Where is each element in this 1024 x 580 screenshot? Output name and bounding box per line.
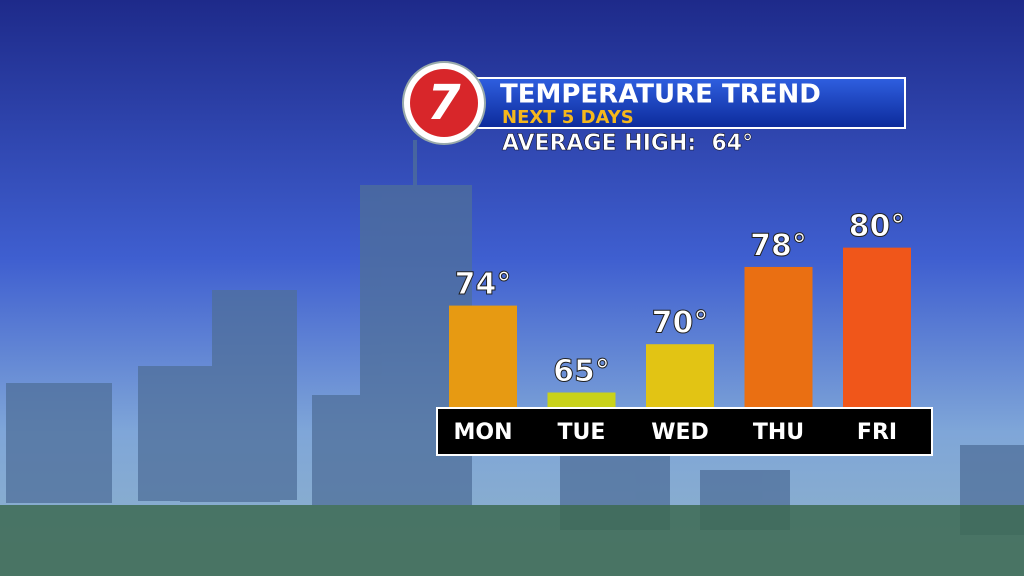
bar: [547, 392, 616, 407]
bar: [646, 344, 714, 407]
bar: [843, 247, 911, 407]
value-label: 70°: [652, 306, 709, 341]
value-label: 80°: [849, 209, 906, 244]
value-label: 65°: [553, 354, 610, 389]
x-tick-label: THU: [753, 420, 804, 445]
bar: [449, 305, 517, 407]
chart-subtitle: NEXT 5 DAYS: [502, 107, 634, 128]
annotation: AVERAGE HIGH: 64°: [502, 131, 753, 156]
x-tick-label: TUE: [558, 420, 606, 445]
logo: [410, 69, 478, 137]
x-tick-label: MON: [453, 420, 512, 445]
value-label: 74°: [455, 267, 512, 302]
value-label: 78°: [750, 228, 807, 263]
chart-title: TEMPERATURE TREND: [500, 80, 821, 110]
x-tick-label: FRI: [857, 420, 897, 445]
bar: [744, 266, 813, 407]
category-strip: [436, 407, 933, 456]
trees: [0, 505, 1024, 576]
logo-text: 7: [427, 75, 461, 131]
x-tick-label: WED: [651, 420, 709, 445]
